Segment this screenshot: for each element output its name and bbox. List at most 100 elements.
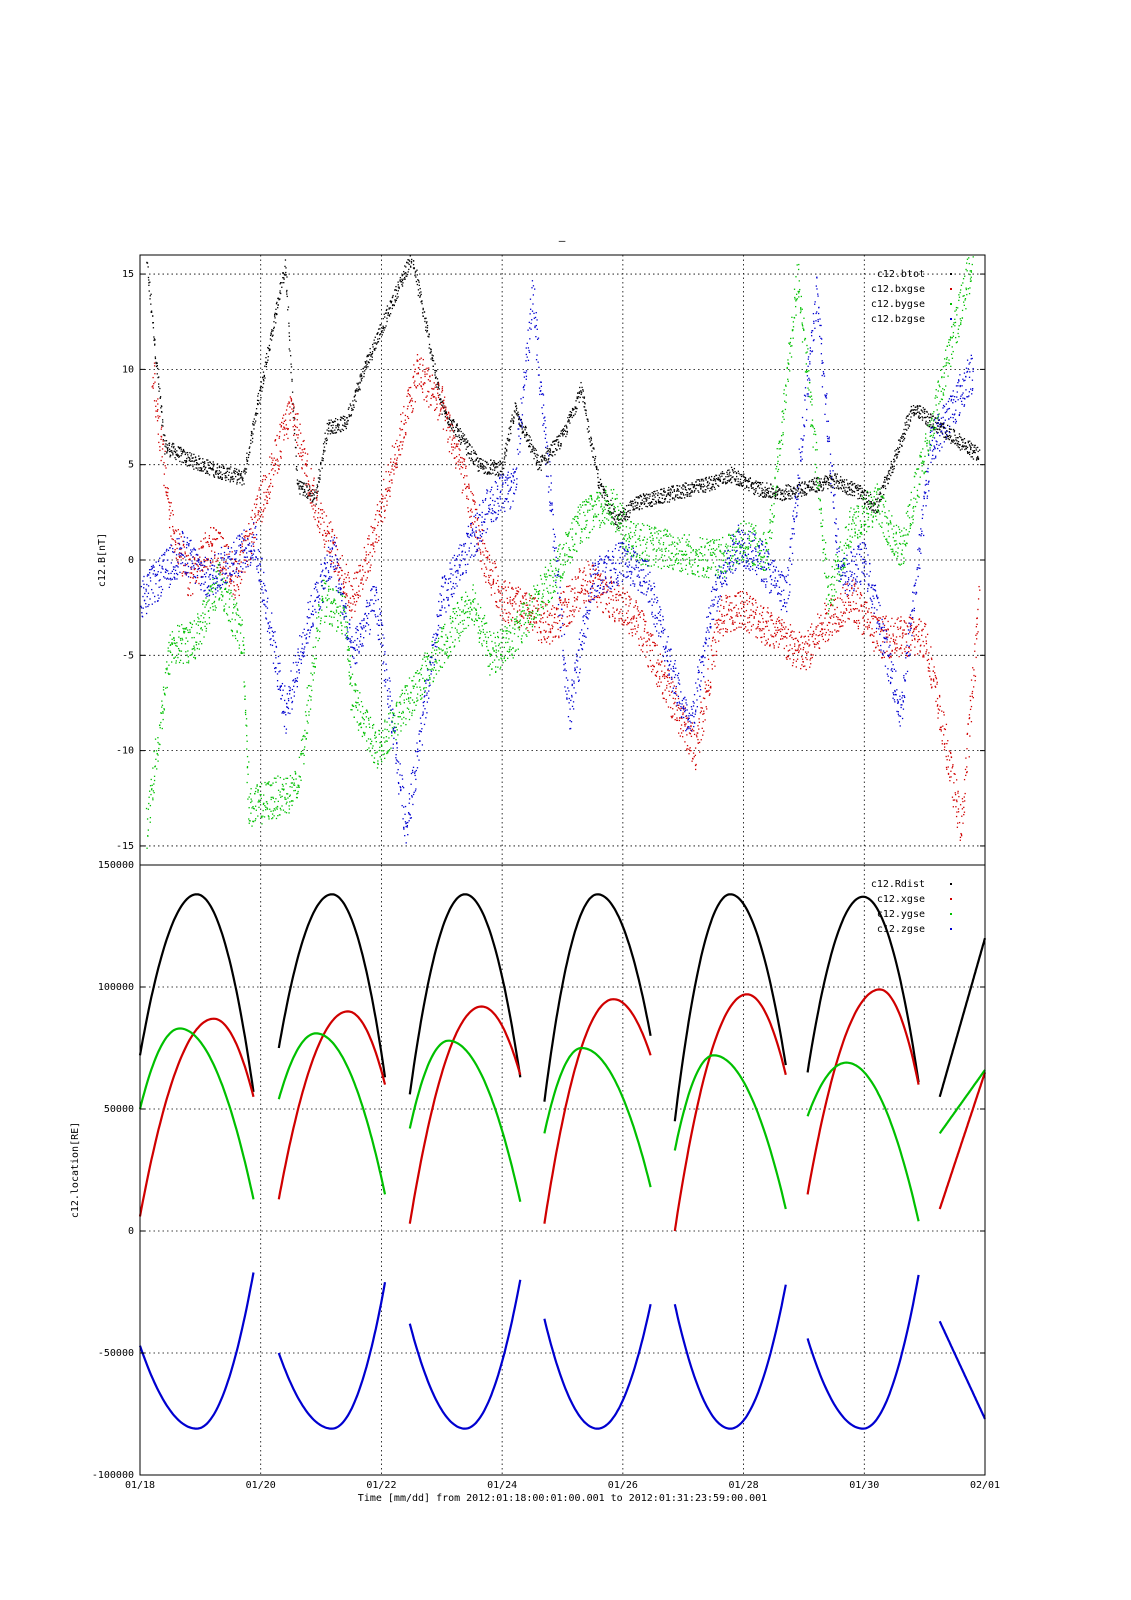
data-point [416,274,418,276]
data-point [215,471,217,473]
data-point [870,507,872,509]
data-point [219,475,222,478]
data-point [430,358,432,360]
data-point [479,465,482,468]
data-point [834,473,836,475]
data-point [525,440,528,442]
data-point [410,266,412,268]
data-point [289,350,291,352]
data-point [488,471,490,473]
data-point [488,576,490,579]
data-point [890,474,892,477]
data-point [766,487,769,490]
data-point [567,420,569,422]
data-point [215,538,217,541]
data-point [591,450,593,452]
data-point [155,361,157,364]
data-point [708,476,710,478]
data-point [238,469,240,471]
data-point [866,501,869,503]
data-point [323,451,325,453]
data-point [571,416,573,419]
data-point [610,591,613,593]
data-point [296,419,298,421]
data-point [509,613,511,615]
data-point [219,532,221,535]
data-point [512,419,514,422]
data-point [664,672,666,674]
data-point [215,538,218,540]
data-point [306,475,308,477]
data-point [710,479,712,481]
data-point [348,577,350,579]
data-point [452,449,454,451]
data-point [801,642,804,644]
data-point [707,668,709,670]
data-point [458,454,460,456]
data-point [543,636,545,638]
data-point [730,608,732,611]
data-point [512,422,515,425]
data-point [786,655,789,657]
data-point [164,465,166,467]
data-point [160,438,162,441]
data-point [513,598,515,600]
data-point [289,339,291,341]
data-point [331,530,333,533]
data-point [270,332,272,334]
data-point [208,545,210,548]
data-point [700,487,702,489]
data-point [532,597,534,600]
data-point [776,631,779,634]
data-point [769,644,771,647]
data-point [644,502,646,505]
data-point [166,444,168,446]
data-point [489,472,491,474]
data-point [608,602,610,604]
data-point [444,410,446,412]
data-point [383,510,386,512]
data-point [264,478,266,481]
data-point [788,498,790,500]
data-point [630,619,632,621]
data-point [329,422,331,424]
data-point [977,458,980,460]
data-point [165,491,167,493]
data-point [906,421,908,423]
data-point [360,380,363,382]
data-point [964,442,967,444]
data-point [706,481,709,484]
data-point [605,581,608,584]
data-point [445,409,447,411]
data-point [157,417,160,419]
data-point [721,615,723,617]
data-point [521,595,524,597]
data-point [190,572,193,574]
data-point [674,701,676,704]
data-point [286,289,288,292]
data-point [783,491,785,493]
data-point [534,622,536,624]
data-point [411,411,413,414]
data-point [511,602,514,605]
data-point [529,614,531,616]
data-point [683,485,685,487]
data-point [841,479,843,481]
data-point [313,498,315,501]
data-point [570,610,572,612]
data-point [455,434,457,436]
data-point [637,626,639,628]
data-point [499,614,502,617]
data-point [258,510,260,512]
data-point [402,412,404,414]
data-point [916,406,919,408]
data-point [756,627,758,629]
data-point [396,297,398,299]
data-point [744,480,746,483]
data-point [384,517,386,519]
data-point [300,444,303,446]
data-point [382,325,384,327]
data-point [694,747,697,749]
data-point [437,419,439,421]
data-point [423,399,425,401]
